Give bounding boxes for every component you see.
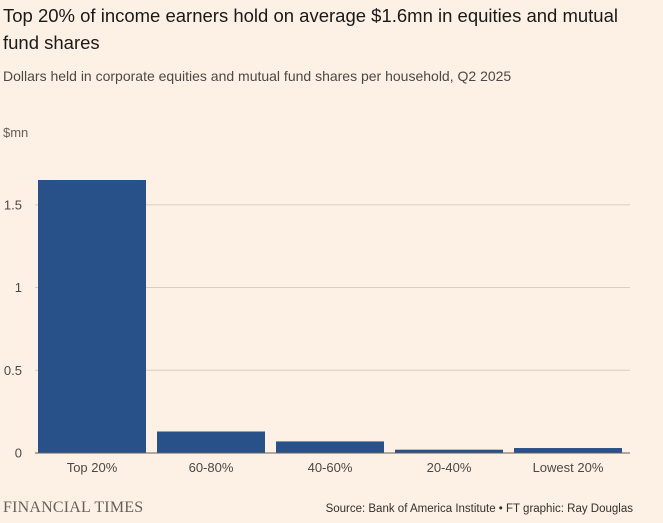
bar-20-40- <box>395 449 503 453</box>
bar-top-20- <box>38 180 146 453</box>
bar-40-60- <box>276 441 384 453</box>
bar-60-80- <box>157 431 265 453</box>
x-tick-label: Top 20% <box>67 460 118 475</box>
y-axis-unit-label: $mn <box>3 125 29 140</box>
x-tick-label: 60-80% <box>189 460 234 475</box>
source-credit: Source: Bank of America Institute • FT g… <box>325 503 633 515</box>
chart-title: Top 20% of income earners hold on averag… <box>3 5 618 53</box>
ft-logo: FINANCIAL TIMES <box>3 499 144 516</box>
x-tick-label: 20-40% <box>427 460 472 475</box>
y-tick-label: 0.5 <box>4 363 22 378</box>
bar-lowest-20- <box>514 448 622 453</box>
x-tick-label: Lowest 20% <box>533 460 604 475</box>
chart-subtitle: Dollars held in corporate equities and m… <box>3 68 512 84</box>
y-tick-label: 0 <box>15 446 22 461</box>
y-tick-label: 1 <box>15 280 22 295</box>
x-tick-label: 40-60% <box>308 460 353 475</box>
y-tick-label: 1.5 <box>4 197 22 212</box>
